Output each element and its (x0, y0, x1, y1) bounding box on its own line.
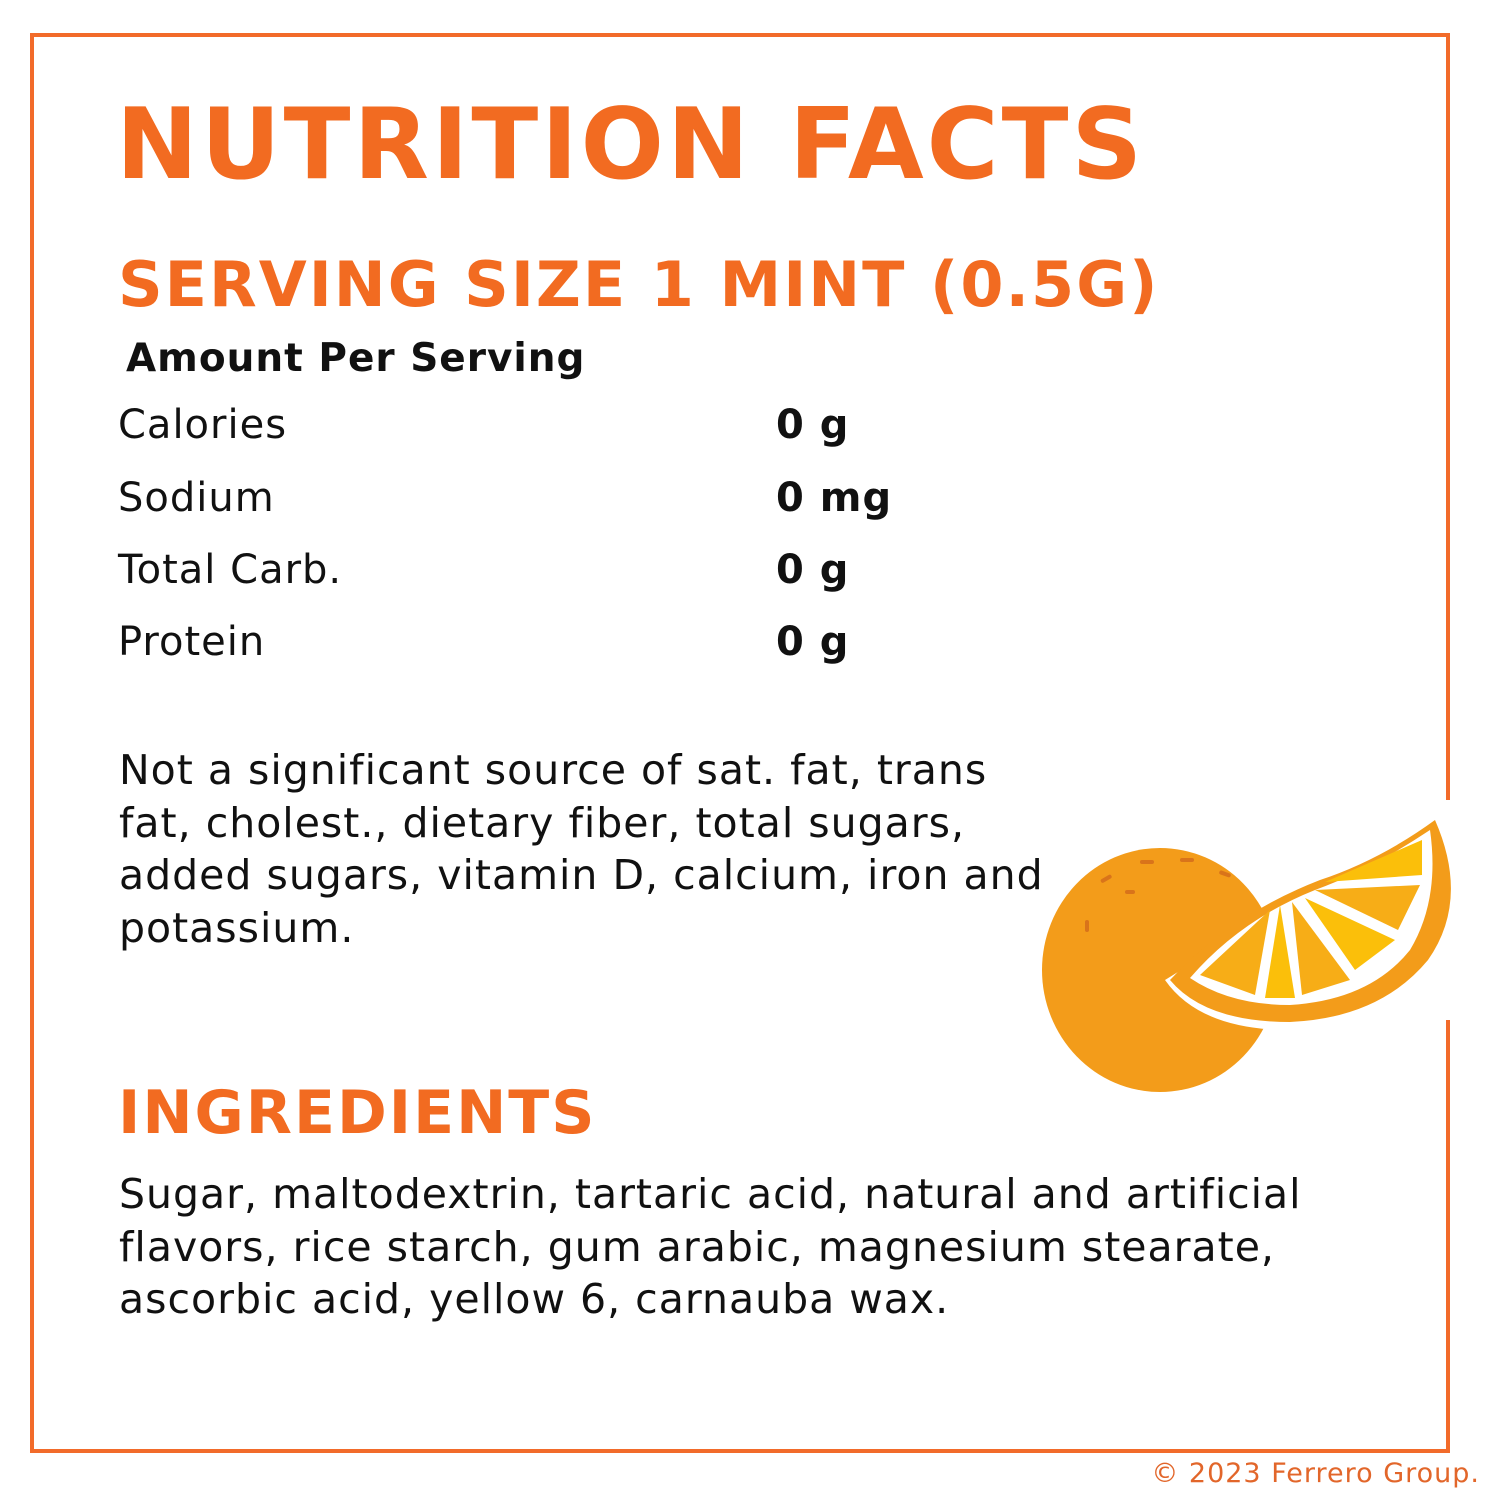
nutrient-label: Calories (118, 402, 288, 448)
serving-size: SERVING SIZE 1 MINT (0.5G) (118, 248, 1160, 321)
label-frame (30, 33, 1450, 1453)
nutrient-label: Sodium (118, 475, 275, 521)
nutrition-note: Not a significant source of sat. fat, tr… (119, 746, 1044, 952)
nutrient-value: 0 g (776, 619, 850, 665)
page-title: NUTRITION FACTS (116, 88, 1146, 202)
orange-fruit-icon (1042, 800, 1460, 1092)
nutrient-label: Protein (118, 619, 266, 665)
nutrient-value: 0 g (776, 402, 850, 448)
nutrient-value: 0 g (776, 547, 850, 593)
nutrient-value: 0 mg (776, 475, 893, 521)
ingredients-heading: INGREDIENTS (118, 1078, 597, 1148)
copyright: © 2023 Ferrero Group. (1151, 1458, 1480, 1489)
ingredients-list: Sugar, maltodextrin, tartaric acid, natu… (119, 1170, 1302, 1323)
amount-per-serving: Amount Per Serving (126, 336, 586, 381)
nutrient-label: Total Carb. (118, 547, 343, 593)
